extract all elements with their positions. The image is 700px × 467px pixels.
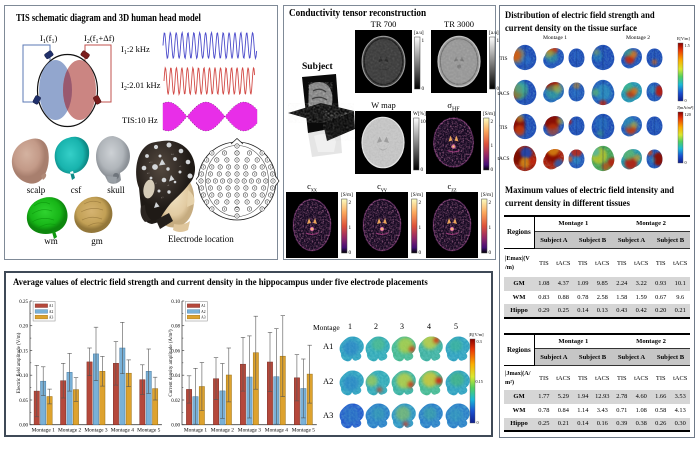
svg-text:Montage 5: Montage 5 [137,427,161,433]
svg-text:Montage 3: Montage 3 [237,427,261,433]
svg-text:0: 0 [490,167,493,173]
svg-text:0.00: 0.00 [171,423,180,428]
svg-text:g3: g3 [161,196,164,199]
svg-text:Montage 2: Montage 2 [210,427,234,433]
svg-text:1: 1 [490,143,493,149]
svg-text:I1:2 kHz: I1:2 kHz [121,44,150,56]
svg-text:0: 0 [477,420,479,425]
svg-text:I2:2.01 kHz: I2:2.01 kHz [121,80,161,92]
svg-text:0.15: 0.15 [19,349,28,354]
svg-text:f1: f1 [155,182,158,185]
svg-text:0.02: 0.02 [171,398,180,403]
svg-text:scalp: scalp [27,185,46,195]
svg-text:120: 120 [685,112,691,117]
svg-text:0.15: 0.15 [476,379,483,384]
svg-text:Electric field amplitude (V/m): Electric field amplitude (V/m) [17,332,22,393]
svg-text:A3: A3 [201,315,206,319]
svg-text:0.08: 0.08 [171,324,180,329]
svg-text:1: 1 [488,225,491,231]
svg-text:Montage 4: Montage 4 [111,427,135,433]
svg-text:1: 1 [496,38,499,44]
svg-text:0: 0 [420,167,423,173]
svg-text:[a.u]: [a.u] [489,30,499,36]
svg-text:Montage 3: Montage 3 [84,427,108,433]
svg-text:A2: A2 [49,309,54,313]
svg-text:0: 0 [496,86,499,92]
svg-text:d2: d2 [147,172,150,175]
svg-text:2: 2 [418,200,421,206]
svg-text:0.05: 0.05 [19,398,28,403]
svg-text:b4: b4 [171,153,174,156]
svg-text:2: 2 [490,119,493,125]
svg-text:Montage 2: Montage 2 [58,427,82,433]
svg-text:0.00: 0.00 [19,423,28,428]
svg-text:skull: skull [107,185,125,195]
svg-text:1.5: 1.5 [685,43,690,48]
svg-text:0: 0 [418,250,421,256]
svg-text:0.20: 0.20 [19,324,28,329]
svg-text:[S/m]: [S/m] [341,192,353,198]
svg-text:0.04: 0.04 [171,374,180,379]
svg-text:Current density amplitude (A/m: Current density amplitude (A/m²) [168,329,174,397]
svg-text:2: 2 [488,200,491,206]
svg-text:0.10: 0.10 [171,299,180,304]
svg-text:W[%]: W[%] [413,111,426,117]
svg-text:A2: A2 [201,309,206,313]
svg-text:1: 1 [418,225,421,231]
svg-text:0: 0 [348,250,351,256]
svg-text:gm: gm [91,236,103,246]
svg-text:0: 0 [421,86,424,92]
svg-text:Montage 1: Montage 1 [31,427,55,433]
svg-text:c6: c6 [179,165,182,168]
svg-text:0.25: 0.25 [19,299,28,304]
svg-text:A3: A3 [49,315,54,319]
svg-text:[S/m]: [S/m] [481,192,493,198]
svg-text:[S/m]: [S/m] [483,111,495,117]
svg-text:2: 2 [348,200,351,206]
svg-text:1: 1 [348,225,351,231]
svg-text:100: 100 [420,119,428,125]
svg-text:J[mA/m²]: J[mA/m²] [677,105,694,110]
svg-text:Montage 1: Montage 1 [184,427,208,433]
svg-text:|E|[V/m]: |E|[V/m] [469,332,484,337]
svg-text:0.10: 0.10 [19,374,28,379]
svg-text:0.3: 0.3 [477,339,482,344]
svg-text:Montage 4: Montage 4 [264,427,288,433]
svg-text:[a.u]: [a.u] [414,30,424,36]
svg-text:I2(f1+Δf): I2(f1+Δf) [84,33,115,45]
svg-text:[S/m]: [S/m] [411,192,423,198]
svg-text:0: 0 [685,98,687,103]
svg-text:A1: A1 [201,304,206,308]
svg-text:TIS:10 Hz: TIS:10 Hz [122,115,158,125]
svg-text:Montage 5: Montage 5 [291,427,315,433]
svg-text:csf: csf [71,185,82,195]
svg-text:0: 0 [488,250,491,256]
svg-text:I1(f1): I1(f1) [40,33,58,45]
svg-text:0.06: 0.06 [171,349,180,354]
svg-text:1: 1 [421,38,424,44]
svg-text:e8: e8 [167,184,170,187]
svg-text:0: 0 [685,160,687,165]
svg-text:A1: A1 [49,304,54,308]
svg-text:wm: wm [44,236,58,246]
svg-text:a12: a12 [149,161,153,164]
svg-text:E[V/m]: E[V/m] [677,36,690,41]
